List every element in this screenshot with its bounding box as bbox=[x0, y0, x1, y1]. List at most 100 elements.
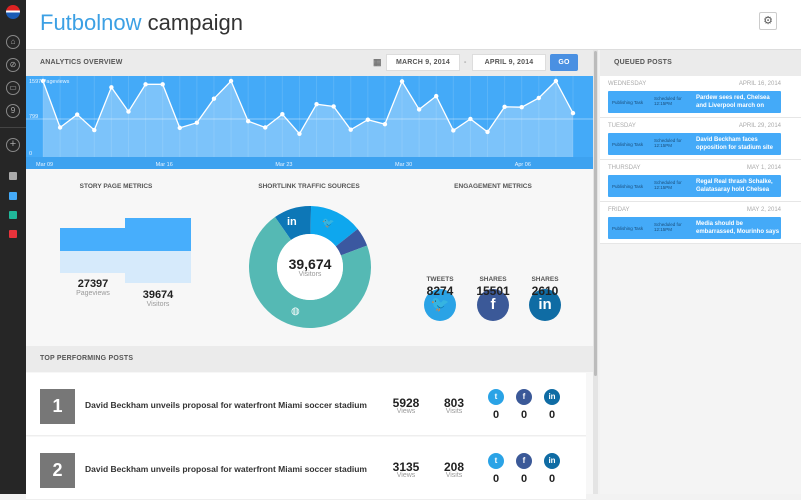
color-swatch-gray[interactable] bbox=[9, 172, 17, 180]
data-point[interactable] bbox=[194, 120, 200, 125]
briefcase-icon[interactable]: ▭ bbox=[6, 81, 20, 95]
queue-day-label: WEDNESDAY bbox=[608, 81, 647, 87]
data-point[interactable] bbox=[143, 82, 148, 87]
facebook-icon[interactable]: f bbox=[516, 389, 532, 405]
linkedin-icon[interactable]: in bbox=[544, 453, 560, 469]
slice-web[interactable] bbox=[249, 217, 371, 328]
queued-post-card[interactable]: Publishing Task Scheduled for 12:15PM Pa… bbox=[608, 91, 781, 113]
x-tick-label: Mar 30 bbox=[395, 162, 412, 168]
data-point[interactable] bbox=[297, 131, 302, 136]
queued-post-card[interactable]: Publishing Task Scheduled for 12:15PM Da… bbox=[608, 133, 781, 155]
visitors-bar-lower bbox=[125, 251, 191, 283]
post-thumbnail: 1 bbox=[40, 389, 75, 424]
linkedin-icon: in bbox=[529, 289, 561, 321]
data-point[interactable] bbox=[40, 78, 46, 84]
queue-day-label: FRIDAY bbox=[608, 207, 630, 213]
slice-linkedin[interactable] bbox=[275, 206, 312, 240]
compass-icon[interactable]: ⊘ bbox=[6, 58, 20, 72]
chart-svg: 1597 Pageviews 799 0 Mar 09 Mar 16 Mar 23 Mar … bbox=[26, 76, 593, 169]
data-point[interactable] bbox=[399, 79, 405, 84]
data-point[interactable] bbox=[416, 107, 422, 112]
data-point[interactable] bbox=[177, 125, 182, 131]
data-point[interactable] bbox=[468, 116, 473, 122]
data-point[interactable] bbox=[451, 128, 456, 133]
color-swatch-red[interactable] bbox=[9, 230, 17, 238]
pageviews-bar-lower bbox=[60, 251, 125, 273]
data-point[interactable] bbox=[348, 127, 353, 132]
task-label: Publishing Task bbox=[612, 184, 644, 189]
traffic-total-label: Visitors bbox=[298, 271, 322, 278]
linkedin-icon[interactable]: in bbox=[544, 389, 560, 405]
y-axis-label: 1597 Pageviews bbox=[29, 79, 70, 85]
data-point[interactable] bbox=[92, 127, 97, 133]
facebook-icon: f bbox=[477, 289, 509, 321]
date-separator: - bbox=[464, 59, 467, 66]
slice-facebook[interactable] bbox=[335, 228, 368, 256]
plus-icon[interactable]: + bbox=[6, 138, 20, 152]
y-tick-label: 799 bbox=[29, 114, 38, 120]
color-swatch-blue[interactable] bbox=[9, 192, 17, 200]
linkedin-count: 0 bbox=[548, 409, 556, 421]
globe-icon: ◍ bbox=[291, 306, 300, 317]
data-point[interactable] bbox=[485, 129, 490, 135]
pageviews-bar bbox=[60, 228, 125, 251]
x-axis-strip bbox=[26, 157, 593, 169]
top-posts-header: TOP PERFORMING POSTS bbox=[26, 346, 593, 372]
top-post-row[interactable]: 1 David Beckham unveils proposal for wat… bbox=[26, 373, 586, 436]
data-point[interactable] bbox=[160, 82, 165, 87]
calendar-icon[interactable]: ▦ bbox=[373, 57, 382, 67]
task-label: Publishing Task bbox=[612, 226, 644, 231]
data-point[interactable] bbox=[211, 96, 217, 101]
facebook-icon[interactable]: f bbox=[516, 453, 532, 469]
pepsi-logo[interactable] bbox=[6, 5, 20, 19]
data-point[interactable] bbox=[126, 109, 131, 114]
badge-icon[interactable]: 9 bbox=[6, 104, 20, 118]
data-point[interactable] bbox=[263, 125, 268, 130]
data-point[interactable] bbox=[434, 93, 439, 99]
queue-date: MAY 1, 2014 bbox=[746, 165, 781, 171]
post-title[interactable]: David Beckham unveils proposal for water… bbox=[85, 400, 367, 410]
divider bbox=[0, 127, 26, 128]
data-point[interactable] bbox=[570, 110, 576, 116]
queued-day: THURSDAY MAY 1, 2014 Publishing Task Sch… bbox=[600, 160, 801, 202]
data-point[interactable] bbox=[536, 95, 542, 101]
home-icon[interactable]: ⌂ bbox=[6, 35, 20, 49]
scheduled-time: Scheduled for 12:15PM bbox=[654, 222, 682, 232]
queued-post-card[interactable]: Publishing Task Scheduled for 12:15PM Re… bbox=[608, 175, 781, 197]
task-label: Publishing Task bbox=[612, 142, 644, 147]
data-point[interactable] bbox=[109, 85, 114, 90]
queued-post-card[interactable]: Publishing Task Scheduled for 12:15PM Me… bbox=[608, 217, 781, 239]
main-scrollbar[interactable] bbox=[593, 50, 598, 494]
scrollbar-thumb[interactable] bbox=[594, 51, 597, 376]
data-point[interactable] bbox=[365, 117, 371, 122]
data-point[interactable] bbox=[245, 119, 251, 124]
data-point[interactable] bbox=[382, 121, 388, 127]
top-post-row[interactable]: 2 David Beckham unveils proposal for wat… bbox=[26, 437, 586, 500]
data-point[interactable] bbox=[553, 78, 559, 84]
title-text: campaign bbox=[147, 10, 244, 35]
data-point[interactable] bbox=[280, 112, 285, 117]
settings-gear-icon[interactable]: ⚙ bbox=[759, 12, 777, 30]
end-date-input[interactable]: APRIL 9, 2014 bbox=[472, 54, 546, 71]
post-title[interactable]: David Beckham unveils proposal for water… bbox=[85, 464, 367, 474]
data-point[interactable] bbox=[519, 104, 524, 110]
engagement-value: 15501 bbox=[476, 284, 510, 298]
main-panel: ANALYTICS OVERVIEW ▦ MARCH 9, 2014 - APR… bbox=[26, 50, 593, 500]
start-date-input[interactable]: MARCH 9, 2014 bbox=[386, 54, 460, 71]
data-point[interactable] bbox=[228, 78, 234, 84]
go-button[interactable]: GO bbox=[550, 54, 578, 71]
twitter-icon[interactable]: t bbox=[488, 389, 504, 405]
queued-day: TUESDAY APRIL 29, 2014 Publishing Task S… bbox=[600, 118, 801, 160]
data-point[interactable] bbox=[314, 102, 319, 107]
data-point[interactable] bbox=[57, 125, 63, 130]
x-tick-label: Mar 16 bbox=[156, 162, 173, 168]
data-point[interactable] bbox=[502, 104, 507, 110]
color-swatch-teal[interactable] bbox=[9, 211, 17, 219]
brand-name: Futbolnow bbox=[40, 10, 142, 35]
pageviews-chart: 1597 Pageviews 799 0 Mar 09 Mar 16 Mar 23 Mar … bbox=[26, 76, 593, 169]
data-point[interactable] bbox=[74, 112, 80, 117]
data-point[interactable] bbox=[331, 104, 336, 109]
twitter-icon[interactable]: t bbox=[488, 453, 504, 469]
slice-twitter[interactable] bbox=[310, 206, 358, 247]
twitter-count: 0 bbox=[492, 409, 500, 421]
